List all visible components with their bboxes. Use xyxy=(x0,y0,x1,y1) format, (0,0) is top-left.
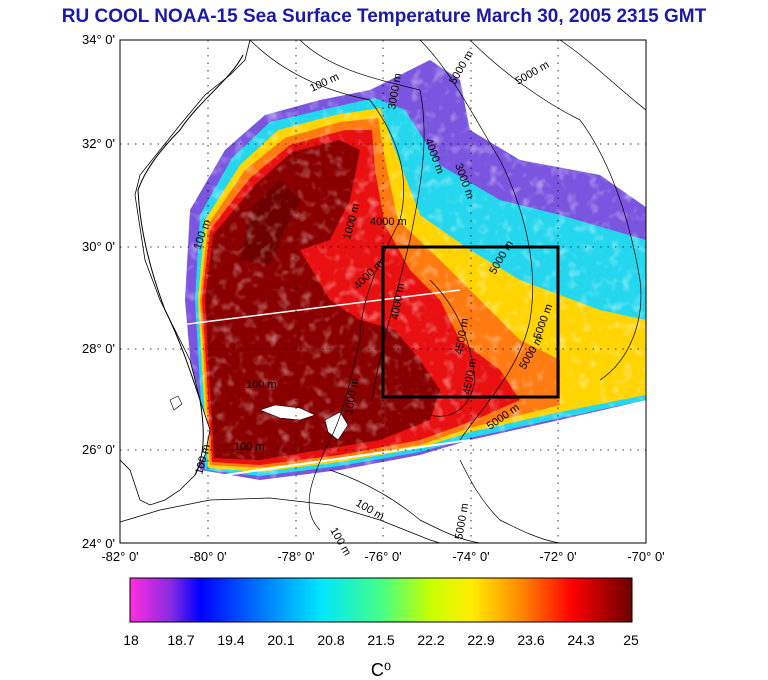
colorbar-tick: 21.5 xyxy=(367,632,394,648)
lat-label: 26° 0' xyxy=(82,442,115,457)
colorbar-tick: 19.4 xyxy=(217,632,244,648)
colorbar-tick: 22.2 xyxy=(417,632,444,648)
latitude-labels: 34° 0' 32° 0' 30° 0' 28° 0' 26° 0' 24° 0… xyxy=(82,32,115,551)
lon-label: -72° 0' xyxy=(539,549,576,564)
map-title: RU COOL NOAA-15 Sea Surface Temperature … xyxy=(61,6,707,27)
colorbar-tick: 18 xyxy=(123,632,139,648)
colorbar-tick: 22.9 xyxy=(467,632,494,648)
colorbar-tick: 24.3 xyxy=(567,632,594,648)
lon-label: -70° 0' xyxy=(627,549,664,564)
lon-label: -78° 0' xyxy=(277,549,314,564)
colorbar-tick: 18.7 xyxy=(167,632,194,648)
florida-coastline xyxy=(137,54,244,476)
colorbar: 18 18.7 19.4 20.1 20.8 21.5 22.2 22.9 23… xyxy=(123,577,639,680)
contour-label: 4000 m xyxy=(370,216,407,228)
contour-label: 100 m xyxy=(234,441,265,453)
bathymetry-contours xyxy=(249,40,646,543)
lat-label: 24° 0' xyxy=(82,536,115,551)
study-area-box xyxy=(381,245,560,399)
lon-label: -74° 0' xyxy=(452,549,489,564)
colorbar-tick: 20.8 xyxy=(317,632,344,648)
lon-label: -82° 0' xyxy=(101,549,138,564)
contour-label: 100 m xyxy=(246,379,277,391)
colorbar-gradient xyxy=(129,577,633,623)
lon-label: -76° 0' xyxy=(364,549,401,564)
longitude-labels: -82° 0' -80° 0' -78° 0' -76° 0' -74° 0' … xyxy=(101,549,664,564)
colorbar-tick: 25 xyxy=(623,632,639,648)
lat-label: 30° 0' xyxy=(82,239,115,254)
lat-label: 34° 0' xyxy=(82,32,115,47)
lon-label: -80° 0' xyxy=(189,549,226,564)
lat-label: 32° 0' xyxy=(82,136,115,151)
lat-label: 28° 0' xyxy=(82,341,115,356)
colorbar-unit: C⁰ xyxy=(371,660,391,680)
colorbar-tick: 20.1 xyxy=(267,632,294,648)
colorbar-tick: 23.6 xyxy=(517,632,544,648)
map-border xyxy=(119,39,647,544)
